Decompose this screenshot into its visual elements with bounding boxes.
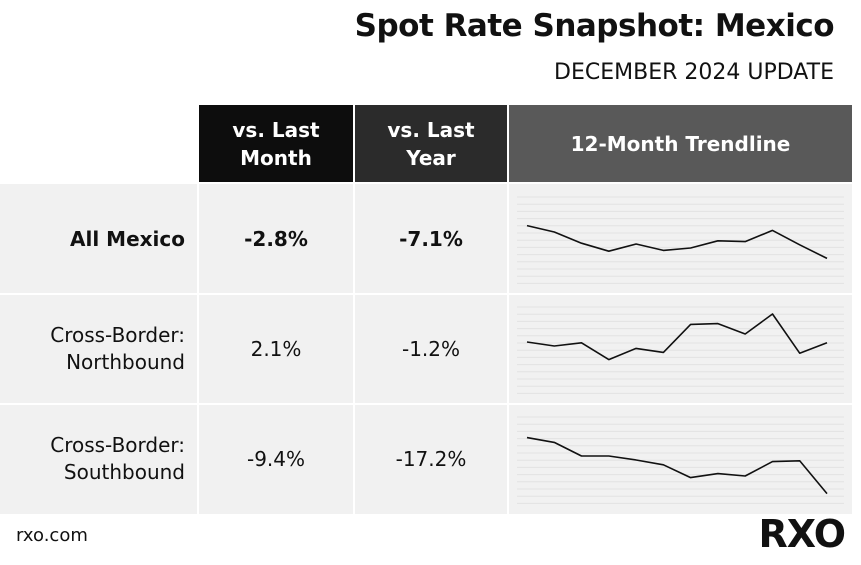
row-label-cross-border-northbound: Cross-Border: Northbound	[0, 294, 199, 404]
page-subtitle: DECEMBER 2024 UPDATE	[554, 60, 834, 85]
table-row-bg	[0, 294, 852, 404]
value-all-mexico-vs-last-month: -2.8%	[244, 226, 308, 251]
column-header-trendline: 12-Month Trendline	[509, 105, 852, 182]
page-title: Spot Rate Snapshot: Mexico	[354, 8, 835, 44]
row-label-cross-border-southbound: Cross-Border: Southbound	[0, 404, 199, 514]
table-row-bg	[0, 404, 852, 514]
column-header-vs-last-month-label: vs. Last Month	[232, 117, 320, 170]
column-divider	[197, 184, 199, 514]
trendline-southbound	[517, 416, 844, 504]
value-northbound-vs-last-year: -1.2%	[401, 336, 461, 361]
value-all-mexico-vs-last-year: -7.1%	[399, 226, 463, 251]
value-northbound-vs-last-month: 2.1%	[250, 336, 302, 361]
column-header-vs-last-year-label: vs. Last Year	[387, 117, 475, 170]
trendline-northbound	[517, 306, 844, 394]
value-southbound-vs-last-year: -17.2%	[395, 446, 467, 471]
footer-url: rxo.com	[16, 525, 88, 546]
row-divider	[0, 293, 852, 295]
rxo-logo: RXO	[758, 512, 846, 556]
column-divider	[353, 184, 355, 514]
column-header-vs-last-month: vs. Last Month	[199, 105, 353, 182]
table-row-bg	[0, 184, 852, 294]
row-label-text: Cross-Border: Southbound	[50, 433, 185, 484]
column-divider	[507, 184, 509, 514]
column-header-vs-last-year: vs. Last Year	[355, 105, 507, 182]
row-divider	[0, 403, 852, 405]
trendline-series-line	[526, 224, 828, 260]
trendline-all-mexico	[517, 196, 844, 284]
row-label-all-mexico: All Mexico	[0, 184, 199, 294]
value-southbound-vs-last-month: -9.4%	[246, 446, 306, 471]
row-label-text: All Mexico	[70, 226, 185, 251]
trendline-series-line	[526, 436, 828, 495]
column-header-trendline-label: 12-Month Trendline	[570, 131, 791, 156]
row-label-text: Cross-Border: Northbound	[50, 323, 185, 374]
trendline-series-line	[526, 313, 828, 361]
